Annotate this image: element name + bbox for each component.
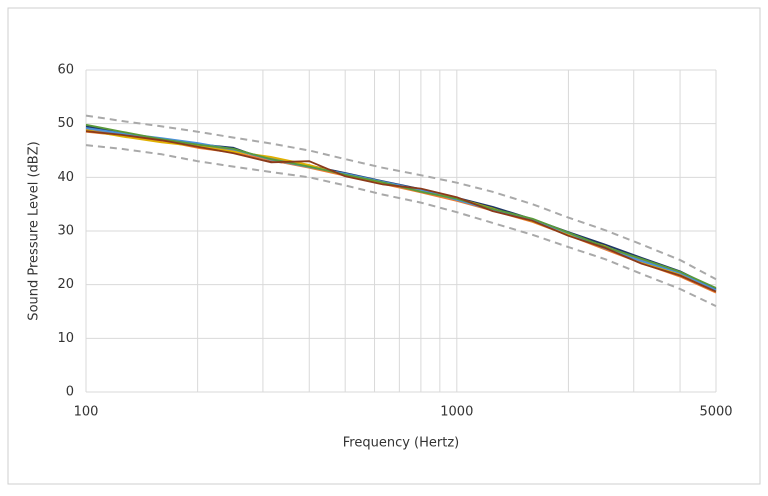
y-tick-label: 0 xyxy=(66,385,74,400)
chart-frame xyxy=(7,7,761,485)
x-axis-title: Frequency (Hertz) xyxy=(343,436,459,451)
x-tick-label: 100 xyxy=(74,405,99,420)
y-tick-label: 30 xyxy=(57,224,74,239)
y-axis-title: Sound Pressure Level (dBZ) xyxy=(27,141,42,320)
data-line xyxy=(85,130,717,293)
y-tick-label: 10 xyxy=(57,331,74,346)
y-tick-label: 60 xyxy=(57,63,74,78)
y-tick-label: 40 xyxy=(57,170,74,185)
y-tick-label: 50 xyxy=(57,116,74,131)
x-tick-label: 5000 xyxy=(699,405,732,420)
y-tick-label: 20 xyxy=(57,277,74,292)
data-line xyxy=(85,130,717,294)
x-tick-label: 1000 xyxy=(440,405,473,420)
